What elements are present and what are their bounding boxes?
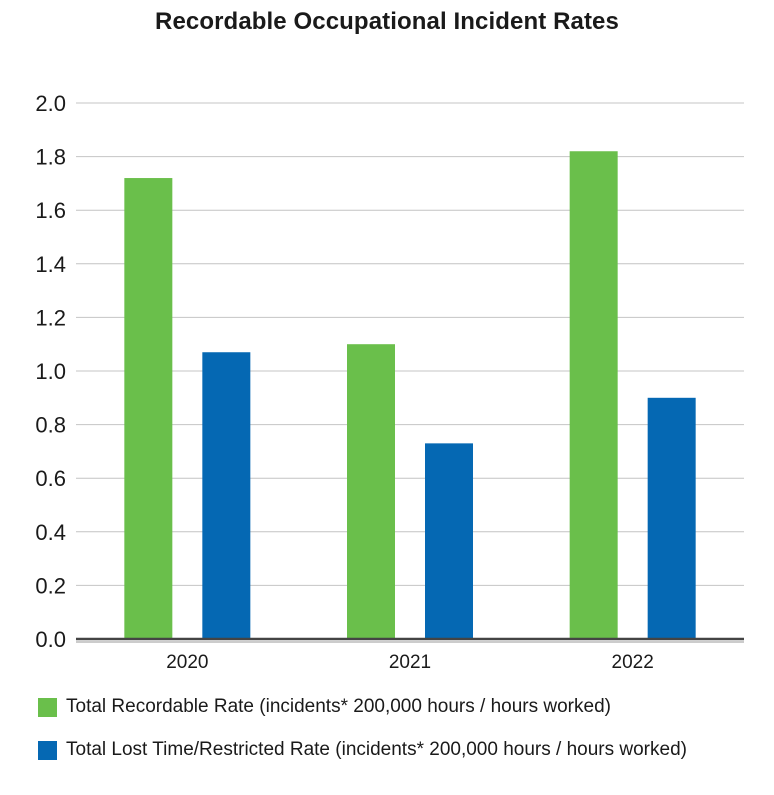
legend-swatch-green (38, 698, 57, 717)
x-axis-tick-labels: 2020 2021 2022 (166, 652, 654, 673)
y-tick-label: 0.8 (35, 413, 66, 438)
x-axis (76, 637, 744, 643)
y-tick-label: 1.0 (35, 359, 66, 384)
bar-2021-series-0 (347, 344, 395, 639)
bars (124, 151, 696, 640)
legend-label: Total Lost Time/Restricted Rate (inciden… (66, 739, 687, 760)
legend-label: Total Recordable Rate (incidents* 200,00… (66, 696, 611, 717)
x-tick-label: 2020 (166, 652, 208, 673)
y-tick-label: 1.4 (35, 252, 66, 277)
y-tick-label: 0.4 (35, 520, 66, 545)
bar-2022-series-1 (647, 397, 696, 639)
x-tick-label: 2021 (389, 652, 431, 673)
bar-2021-series-1 (425, 443, 473, 639)
y-tick-label: 1.8 (35, 145, 66, 170)
x-tick-label: 2022 (612, 652, 654, 673)
gridlines (76, 102, 744, 586)
y-tick-label: 0.0 (35, 627, 66, 652)
bar-2022-series-0 (569, 151, 618, 640)
chart-title: Recordable Occupational Incident Rates (155, 8, 619, 35)
bar-chart: 0.00.20.40.60.81.01.21.41.61.82.0 2020 20… (35, 91, 744, 673)
bar-2020-series-0 (124, 178, 173, 640)
y-tick-label: 2.0 (35, 91, 66, 116)
bar-2020-series-1 (202, 352, 251, 639)
legend-swatch-blue (38, 741, 57, 760)
y-axis-tick-labels: 0.0 0.2 0.4 0.6 0.8 1.0 1.2 1.4 1.6 1.8 2.0 (35, 91, 66, 652)
y-tick-label: 0.2 (35, 573, 66, 598)
y-tick-label: 1.2 (35, 305, 66, 330)
y-tick-label: 0.6 (35, 466, 66, 491)
y-tick-label: 1.6 (35, 198, 66, 223)
